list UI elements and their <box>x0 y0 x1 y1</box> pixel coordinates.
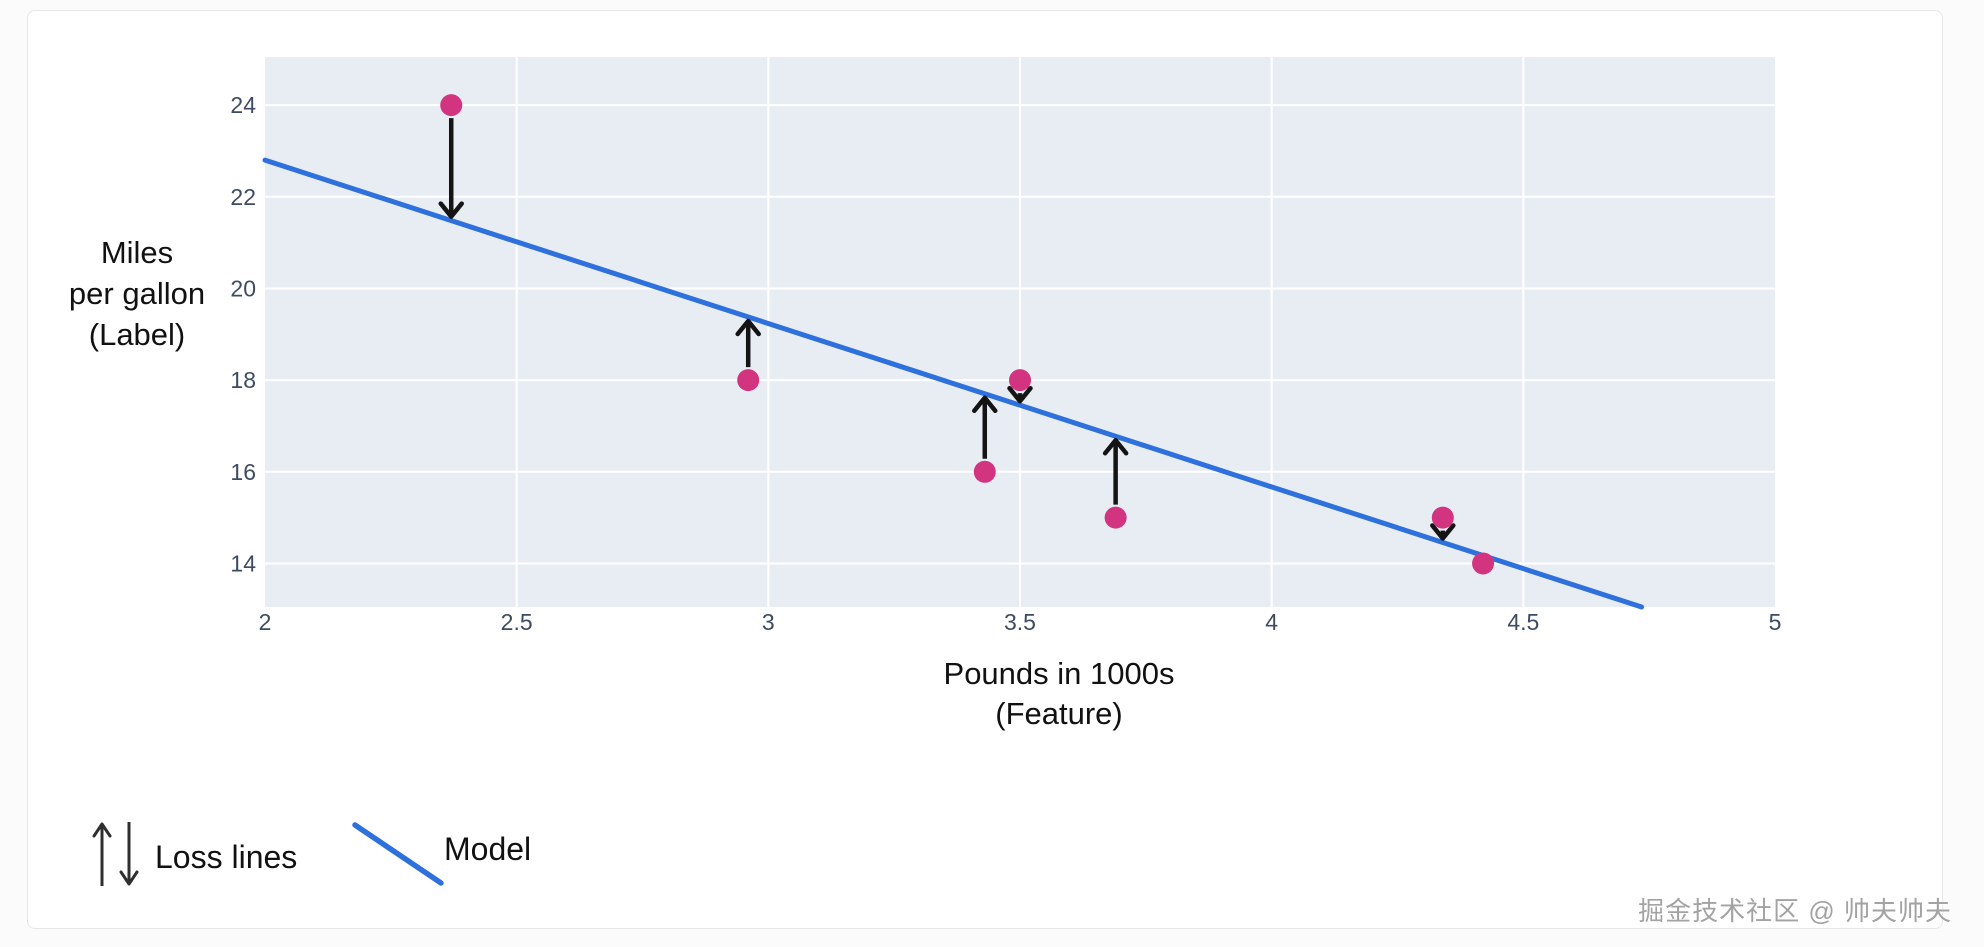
loss-arrow-head <box>1007 385 1033 404</box>
model-line <box>262 157 1645 610</box>
x-axis-title-line: (Feature) <box>995 696 1123 731</box>
y-tick-label: 22 <box>230 184 256 210</box>
up-arrow-icon <box>92 822 112 838</box>
x-tick-label: 2.5 <box>501 609 533 635</box>
y-tick-label: 16 <box>230 459 256 485</box>
x-tick-label: 4.5 <box>1507 609 1539 635</box>
x-tick-label: 2 <box>259 609 272 635</box>
x-tick-label: 3 <box>762 609 775 635</box>
loss-arrow-head <box>972 395 998 414</box>
data-point <box>440 94 463 117</box>
data-point <box>973 460 996 483</box>
model-line-sample <box>352 822 444 886</box>
legend-model-label: Model <box>444 831 532 867</box>
data-point <box>1104 506 1127 529</box>
x-tick-label: 3.5 <box>1004 609 1036 635</box>
loss-arrow-head <box>1430 523 1456 541</box>
data-point <box>1431 506 1454 529</box>
legend: Loss lines Model <box>86 818 646 898</box>
y-tick-label: 18 <box>230 367 256 393</box>
loss-arrow-head <box>1102 438 1129 456</box>
watermark: 掘金技术社区 @ 帅夫帅夫 <box>1638 896 1952 926</box>
x-axis-title: Pounds in 1000s (Feature) <box>849 654 1269 734</box>
loss-arrow-head <box>438 201 464 219</box>
y-axis-title-line: (Label) <box>88 317 186 352</box>
data-point <box>1472 552 1495 575</box>
y-tick-label: 14 <box>230 550 256 576</box>
data-point <box>1009 369 1031 392</box>
x-tick-label: 5 <box>1769 609 1782 635</box>
down-arrow-icon <box>119 870 139 886</box>
loss-arrows-icon <box>86 818 144 897</box>
y-axis-title-line: per gallon <box>68 276 206 311</box>
y-tick-label: 24 <box>230 92 256 118</box>
legend-loss-label: Loss lines <box>155 839 298 875</box>
x-tick-label: 4 <box>1265 609 1278 635</box>
model-line-icon <box>348 818 448 895</box>
loss-arrow-head <box>735 318 761 337</box>
x-axis-title-line: Pounds in 1000s <box>943 656 1175 691</box>
y-axis-title: Miles per gallon (Label) <box>17 232 257 355</box>
data-point <box>737 369 760 392</box>
y-tick-label: 20 <box>230 275 256 301</box>
y-axis-title-line: Miles <box>100 235 174 270</box>
